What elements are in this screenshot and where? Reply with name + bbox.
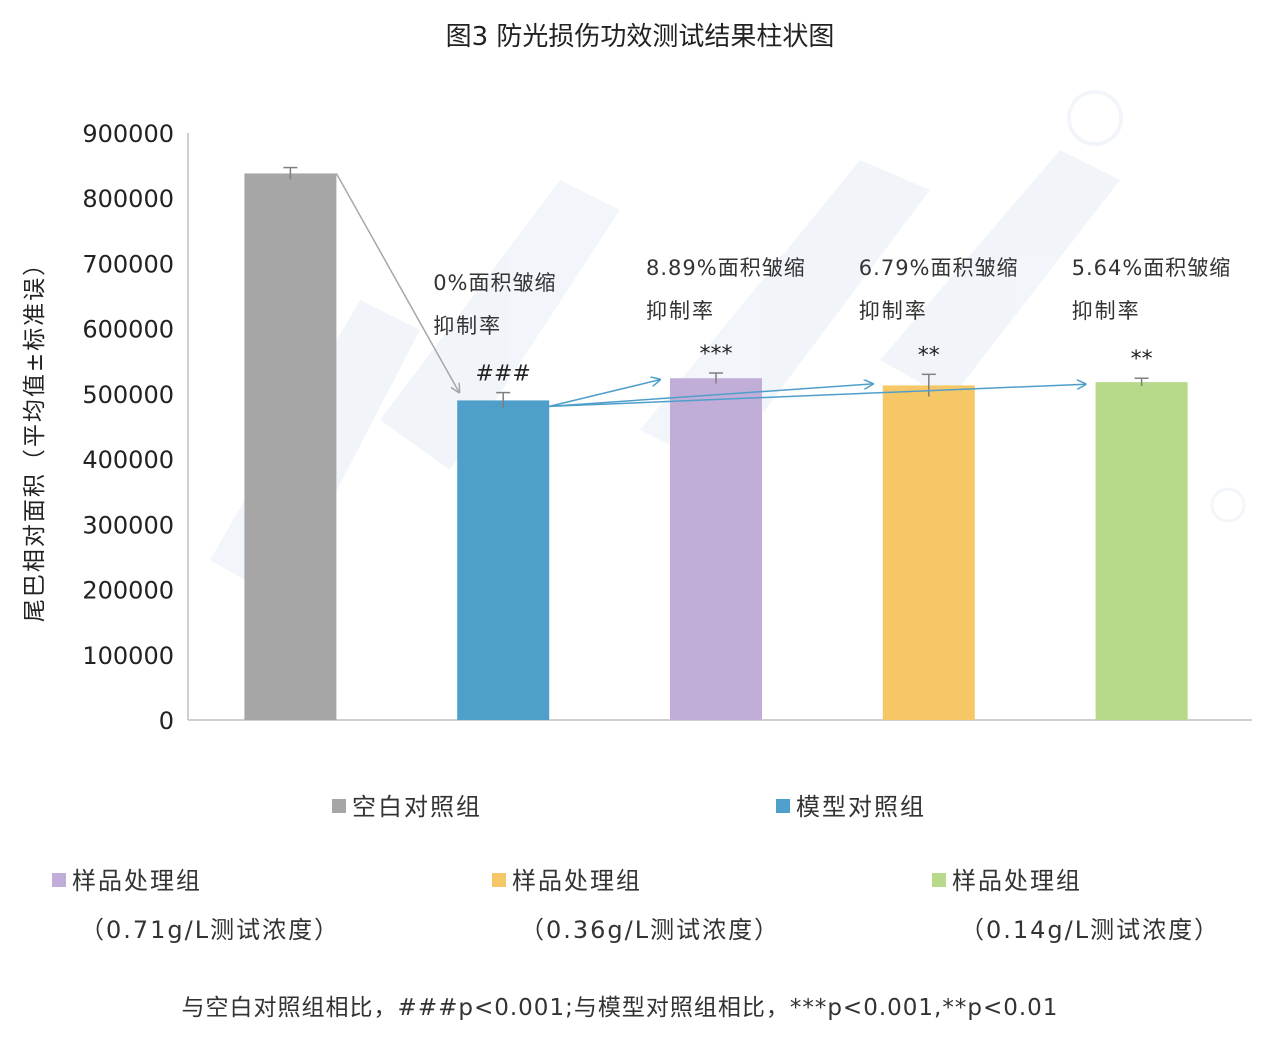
bar <box>670 378 762 720</box>
y-tick-label: 700000 <box>82 250 174 278</box>
bar <box>882 385 975 720</box>
inhibition-rate-label: 8.89%面积皱缩 <box>646 256 806 280</box>
bar-series <box>244 166 1188 721</box>
y-tick-label: 400000 <box>82 446 174 474</box>
significance-label: ** <box>1131 347 1153 372</box>
y-axis-ticks: 0 100000 200000 300000 400000 500000 600000 700… <box>82 120 174 735</box>
inhibition-rate-label-line2: 抑制率 <box>859 299 928 323</box>
y-tick-label: 900000 <box>82 120 174 148</box>
chart-title: 图3 防光损伤功效测试结果柱状图 <box>446 22 835 52</box>
arrow-model-to-sample <box>549 384 873 408</box>
legend-swatch <box>776 799 790 813</box>
y-tick-label: 800000 <box>82 185 174 213</box>
inhibition-rate-label: 5.64%面积皱缩 <box>1072 256 1232 280</box>
bar <box>457 400 550 720</box>
legend-item-sample-014: 样品处理组 （0.14g/L测试浓度） <box>932 861 1220 945</box>
legend-item-blank-control: 空白对照组 <box>332 787 482 822</box>
legend-sublabel: （0.36g/L测试浓度） <box>520 916 781 944</box>
significance-label: ** <box>918 343 940 368</box>
significance-label: *** <box>700 342 733 367</box>
legend-label: 模型对照组 <box>796 793 926 821</box>
y-tick-label: 0 <box>159 707 174 735</box>
bar <box>1095 382 1188 720</box>
legend-label: 样品处理组 <box>72 867 202 895</box>
footnote: 与空白对照组相比，###p<0.001;与模型对照组相比，***p<0.001,… <box>181 995 1059 1021</box>
y-tick-label: 300000 <box>82 511 174 539</box>
y-tick-label: 600000 <box>82 316 174 344</box>
legend-sublabel: （0.71g/L测试浓度） <box>80 916 341 944</box>
inhibition-rate-label-line2: 抑制率 <box>646 299 715 323</box>
legend-sublabel: （0.14g/L测试浓度） <box>960 916 1221 944</box>
legend-swatch <box>332 799 346 813</box>
y-tick-label: 200000 <box>82 577 174 605</box>
legend-item-sample-071: 样品处理组 （0.71g/L测试浓度） <box>52 861 340 945</box>
inhibition-rate-label-line2: 抑制率 <box>433 314 502 338</box>
y-axis-label: 尾巴相对面积（平均值±标准误） <box>22 251 48 622</box>
y-tick-label: 100000 <box>82 642 174 670</box>
y-tick-label: 500000 <box>82 381 174 409</box>
arrow-model-to-sample <box>549 380 660 408</box>
legend-swatch <box>932 873 946 887</box>
bar <box>244 173 337 721</box>
inhibition-rate-label: 0%面积皱缩 <box>433 271 556 295</box>
legend-swatch <box>52 873 66 887</box>
legend-item-sample-036: 样品处理组 （0.36g/L测试浓度） <box>492 861 780 945</box>
inhibition-rate-label: 6.79%面积皱缩 <box>859 256 1019 280</box>
legend-item-model-control: 模型对照组 <box>776 787 926 822</box>
legend-label: 样品处理组 <box>952 867 1082 895</box>
arrow-model-to-sample <box>549 384 1085 408</box>
significance-label: ### <box>476 362 531 387</box>
arrow-blank-to-model <box>335 173 459 392</box>
legend-label: 样品处理组 <box>512 867 642 895</box>
annotation-group: ###0%面积皱缩抑制率***8.89%面积皱缩抑制率**6.79%面积皱缩抑制… <box>433 256 1232 387</box>
inhibition-rate-label-line2: 抑制率 <box>1072 299 1141 323</box>
legend-label: 空白对照组 <box>352 793 482 821</box>
legend-swatch <box>492 873 506 887</box>
comparison-arrows <box>335 173 1085 408</box>
